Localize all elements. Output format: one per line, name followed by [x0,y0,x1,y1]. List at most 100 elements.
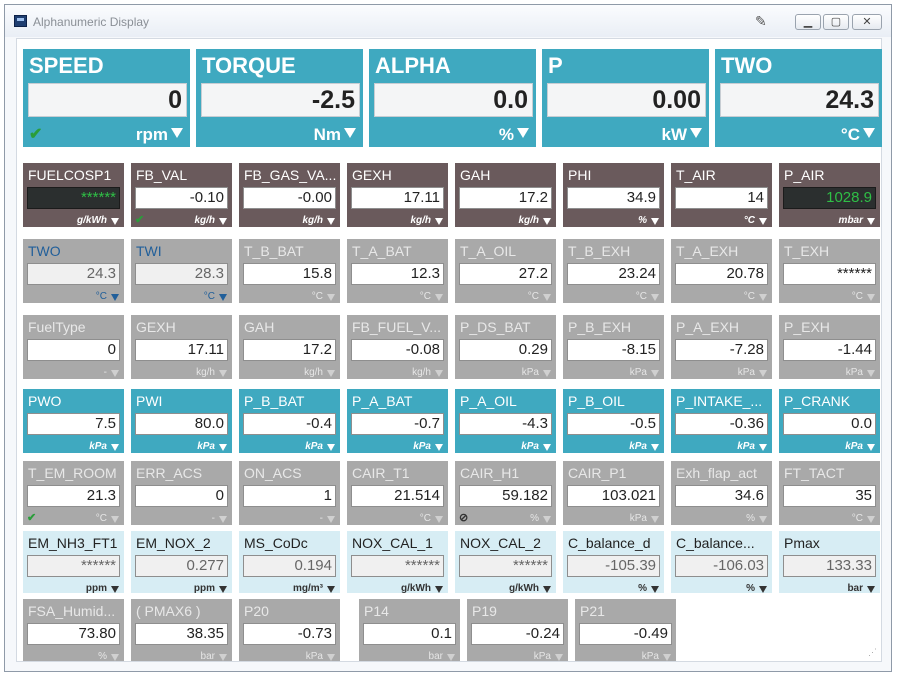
channel-tile[interactable]: FB_VAL -0.10 kg/h ✔ [131,163,232,227]
unit-dropdown-icon[interactable] [219,654,227,661]
channel-unit[interactable]: - [319,513,323,524]
channel-unit[interactable]: kPa [521,441,539,452]
unit-dropdown-icon[interactable] [543,516,551,523]
channel-tile[interactable]: P_A_EXH -7.28 kPa [671,315,772,379]
channel-tile[interactable]: P_INTAKE_... -0.36 kPa [671,389,772,453]
channel-unit[interactable]: kPa [197,441,215,452]
channel-unit[interactable]: °C [743,291,755,302]
readout-unit[interactable]: Nm [313,125,341,144]
unit-dropdown-icon[interactable] [759,218,767,225]
readout-unit[interactable]: kW [661,125,688,144]
channel-tile[interactable]: CAIR_P1 103.021 kPa [563,461,664,525]
unit-dropdown-icon[interactable] [327,444,335,451]
channel-unit[interactable]: g/kWh [401,583,431,594]
pin-icon[interactable]: ✎ [755,13,767,29]
channel-tile[interactable]: CAIR_T1 21.514 °C [347,461,448,525]
channel-unit[interactable]: °C [95,513,107,524]
channel-unit[interactable]: °C [419,291,431,302]
unit-dropdown-icon[interactable] [219,444,227,451]
unit-dropdown-icon[interactable] [759,370,767,377]
channel-tile[interactable]: EM_NOX_2 0.277 ppm [131,531,232,594]
channel-unit[interactable]: % [530,513,539,524]
channel-tile[interactable]: TWI 28.3 °C [131,239,232,303]
channel-unit[interactable]: kg/h [518,215,539,226]
channel-tile[interactable]: FB_FUEL_V... -0.08 kg/h [347,315,448,379]
channel-unit[interactable]: kPa [629,441,647,452]
unit-dropdown-icon[interactable] [651,218,659,225]
unit-dropdown-icon[interactable] [867,516,875,523]
channel-tile[interactable]: NOX_CAL_1 ****** g/kWh [347,531,448,594]
unit-dropdown-icon[interactable] [111,294,119,301]
channel-tile[interactable]: TWO 24.3 °C [23,239,124,303]
channel-unit[interactable]: °C [95,291,107,302]
channel-tile[interactable]: PWI 80.0 kPa [131,389,232,453]
channel-tile[interactable]: ERR_ACS 0 - [131,461,232,525]
channel-unit[interactable]: kg/h [194,215,215,226]
resize-grip-icon[interactable]: ⋰ [868,647,877,657]
channel-tile[interactable]: P_AIR 1028.9 mbar [779,163,880,227]
channel-tile[interactable]: P20 -0.73 kPa [239,599,340,662]
channel-tile[interactable]: P_CRANK 0.0 kPa [779,389,880,453]
unit-dropdown-icon[interactable] [867,218,875,225]
unit-dropdown-icon[interactable] [219,218,227,225]
channel-tile[interactable]: T_A_BAT 12.3 °C [347,239,448,303]
channel-tile[interactable]: GAH 17.2 kg/h [455,163,556,227]
unit-dropdown-icon[interactable] [327,654,335,661]
unit-dropdown-icon[interactable] [327,294,335,301]
channel-tile[interactable]: P_DS_BAT 0.29 kPa [455,315,556,379]
channel-unit[interactable]: kPa [305,651,323,662]
unit-dropdown-icon[interactable] [863,128,875,138]
title-bar[interactable]: Alphanumeric Display ✎ ▁ ▢ ✕ [5,5,891,37]
channel-tile[interactable]: ON_ACS 1 - [239,461,340,525]
channel-tile[interactable]: Exh_flap_act 34.6% [671,461,772,525]
channel-unit[interactable]: kPa [845,367,863,378]
unit-dropdown-icon[interactable] [543,370,551,377]
unit-dropdown-icon[interactable] [327,586,335,593]
unit-dropdown-icon[interactable] [219,516,227,523]
unit-dropdown-icon[interactable] [651,294,659,301]
channel-tile[interactable]: GEXH 17.11 kg/h [347,163,448,227]
unit-dropdown-icon[interactable] [543,294,551,301]
unit-dropdown-icon[interactable] [344,128,356,138]
channel-tile[interactable]: FuelType 0 - [23,315,124,379]
channel-unit[interactable]: - [103,367,107,378]
channel-unit[interactable]: kPa [305,441,323,452]
unit-dropdown-icon[interactable] [517,128,529,138]
unit-dropdown-icon[interactable] [543,218,551,225]
channel-tile[interactable]: P_A_BAT -0.7 kPa [347,389,448,453]
channel-tile[interactable]: C_balance_d -105.39% [563,531,664,594]
channel-tile[interactable]: EM_NH3_FT1 ****** ppm [23,531,124,594]
unit-dropdown-icon[interactable] [219,586,227,593]
channel-tile[interactable]: PWO 7.5 kPa [23,389,124,453]
channel-unit[interactable]: kPa [737,441,755,452]
channel-unit[interactable]: kPa [845,441,863,452]
unit-dropdown-icon[interactable] [651,370,659,377]
channel-tile[interactable]: P_B_BAT -0.4 kPa [239,389,340,453]
channel-unit[interactable]: - [211,513,215,524]
channel-unit[interactable]: °C [635,291,647,302]
readout-unit[interactable]: °C [840,125,860,144]
channel-tile[interactable]: P_A_OIL -4.3 kPa [455,389,556,453]
unit-dropdown-icon[interactable] [219,370,227,377]
channel-tile[interactable]: T_B_BAT 15.8 °C [239,239,340,303]
channel-unit[interactable]: ppm [85,583,107,594]
channel-tile[interactable]: ( PMAX6 ) 38.35 bar [131,599,232,662]
channel-unit[interactable]: kPa [629,513,647,524]
channel-unit[interactable]: kPa [521,367,539,378]
unit-dropdown-icon[interactable] [759,586,767,593]
unit-dropdown-icon[interactable] [327,218,335,225]
channel-unit[interactable]: bar [847,583,863,594]
unit-dropdown-icon[interactable] [111,444,119,451]
unit-dropdown-icon[interactable] [111,370,119,377]
channel-tile[interactable]: T_EXH ****** °C [779,239,880,303]
channel-unit[interactable]: °C [419,513,431,524]
channel-unit[interactable]: kPa [413,441,431,452]
unit-dropdown-icon[interactable] [759,294,767,301]
channel-tile[interactable]: T_A_EXH 20.78 °C [671,239,772,303]
channel-tile[interactable]: T_A_OIL 27.2 °C [455,239,556,303]
unit-dropdown-icon[interactable] [219,294,227,301]
unit-dropdown-icon[interactable] [759,516,767,523]
channel-tile[interactable]: P21 -0.49 kPa [575,599,676,662]
channel-unit[interactable]: kg/h [196,367,215,378]
minimize-button[interactable]: ▁ [795,14,821,30]
